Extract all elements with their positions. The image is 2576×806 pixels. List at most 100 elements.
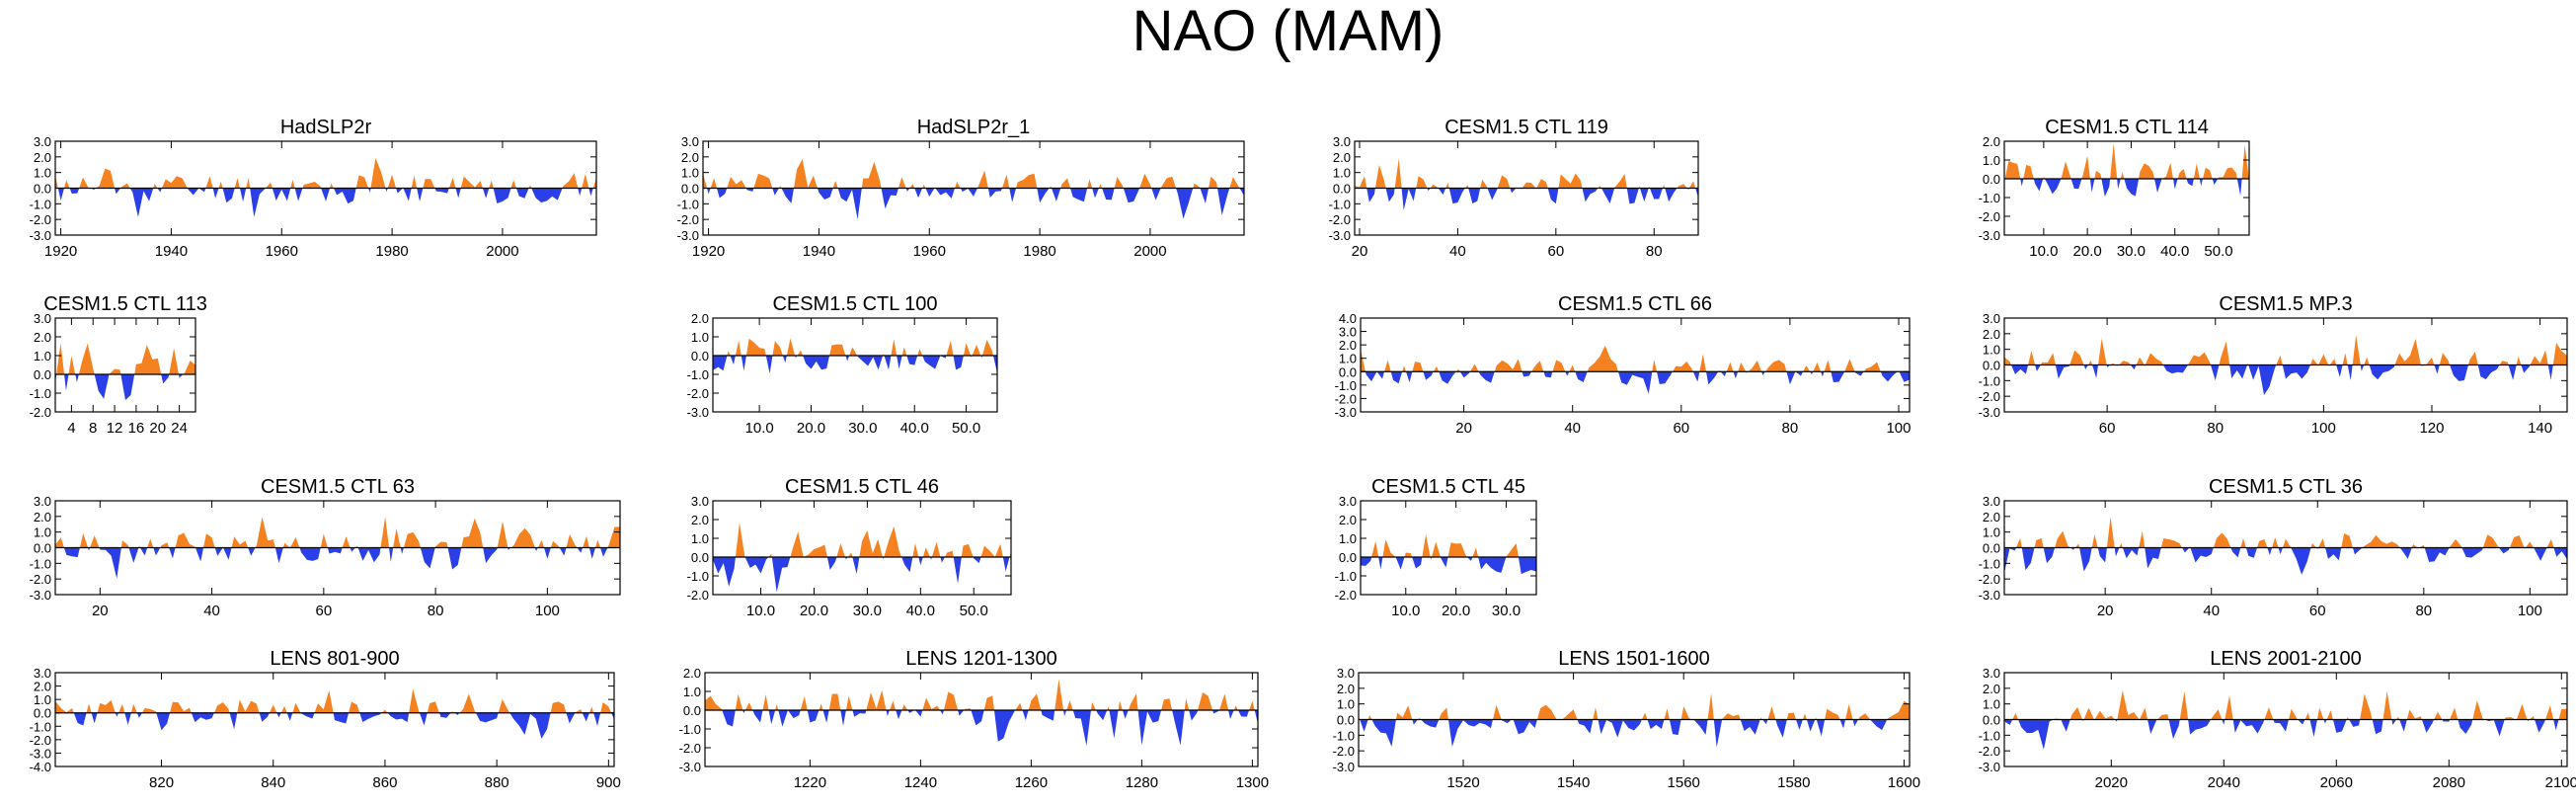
panel-title: LENS 801-900 <box>270 648 399 670</box>
y-tick-label: -3.0 <box>679 760 701 774</box>
y-tick-label: 0.0 <box>1333 182 1351 197</box>
negative-anomaly-area <box>2004 719 2559 750</box>
y-tick-label: 3.0 <box>1983 666 2000 681</box>
x-tick-label: 1960 <box>266 243 298 260</box>
y-tick-label: -2.0 <box>30 733 51 748</box>
x-tick-label: 12 <box>107 420 123 437</box>
panel: CESM1.5 CTL 63 -3.0-2.0-1.00.01.02.03.0 20… <box>30 476 621 619</box>
x-tick-label: 2000 <box>1133 243 1166 260</box>
negative-anomaly-area <box>55 374 184 401</box>
y-tick-label: -2.0 <box>1333 744 1355 759</box>
y-tick-label: 2.0 <box>1983 510 2000 524</box>
y-tick-label: 3.0 <box>681 134 699 149</box>
y-tick-label: -2.0 <box>30 212 51 227</box>
y-tick-label: -3.0 <box>687 405 709 420</box>
y-tick-label: 4.0 <box>1339 311 1357 326</box>
x-tick-label: 20.0 <box>1442 603 1470 619</box>
x-tick-label: 20.0 <box>800 603 828 619</box>
x-tick-label: 100 <box>1886 420 1911 437</box>
positive-anomaly-area <box>2012 690 2567 720</box>
x-tick-label: 1960 <box>913 243 946 260</box>
y-tick-label: 1.0 <box>34 692 51 707</box>
y-tick-label: -2.0 <box>1979 389 2000 404</box>
x-tick-label: 20.0 <box>797 420 825 437</box>
y-tick-label: 2.0 <box>681 150 699 165</box>
y-tick-label: -1.0 <box>1335 378 1357 393</box>
x-tick-label: 1940 <box>155 243 188 260</box>
plot-frame <box>54 317 196 413</box>
panel: CESM1.5 CTL 66 -3.0-2.0-1.00.01.02.03.04.… <box>1335 293 1912 437</box>
positive-anomaly-area <box>55 516 620 548</box>
x-tick-label: 40 <box>1449 243 1466 260</box>
y-tick-label: -2.0 <box>679 741 701 756</box>
x-tick-label: 1980 <box>1023 243 1055 260</box>
y-tick-label: -1.0 <box>687 569 709 584</box>
y-tick-label: 3.0 <box>1339 494 1357 509</box>
panel-title: CESM1.5 MP.3 <box>2219 293 2352 315</box>
plot-frame <box>54 672 615 767</box>
positive-anomaly-area <box>56 343 195 374</box>
x-tick-label: 30.0 <box>853 603 882 619</box>
y-tick-label: 0.0 <box>681 182 699 197</box>
x-tick-label: 100 <box>2518 603 2542 619</box>
panel-title: LENS 1201-1300 <box>905 648 1056 670</box>
y-tick-label: -2.0 <box>30 572 51 587</box>
x-tick-label: 20 <box>1352 243 1368 260</box>
x-tick-label: 840 <box>261 774 285 791</box>
negative-anomaly-area <box>1366 188 1698 210</box>
y-tick-label: 0.0 <box>1983 359 2000 373</box>
y-tick-label: 0.0 <box>1983 172 2000 187</box>
y-tick-label: -1.0 <box>1979 728 2000 743</box>
y-tick-label: 3.0 <box>1339 325 1357 340</box>
panel: CESM1.5 MP.3 -3.0-2.0-1.00.01.02.03.0 60 80… <box>1979 293 2568 437</box>
positive-anomaly-area <box>2015 517 2554 548</box>
y-tick-label: -1.0 <box>1335 569 1357 584</box>
x-tick-label: 16 <box>128 420 145 437</box>
y-tick-label: 3.0 <box>691 494 709 509</box>
panel-title: CESM1.5 CTL 36 <box>2209 476 2363 498</box>
x-tick-label: 60 <box>1673 420 1689 437</box>
y-tick-label: 1.0 <box>1339 352 1357 366</box>
x-tick-label: 40 <box>2203 603 2220 619</box>
y-tick-label: -1.0 <box>1333 728 1355 743</box>
panel: CESM1.5 CTL 100 -3.0 -2.0 -1.0 0.0 1.0 2.0 10.0… <box>687 293 998 437</box>
x-tick-label: 10.0 <box>2029 243 2058 260</box>
panel: CESM1.5 CTL 114 -3.0 -2.0 -1.0 0.0 1.0 2.0 10.0… <box>1979 117 2250 260</box>
y-tick-label: 1.0 <box>1983 525 2000 540</box>
y-tick-label: 1.0 <box>34 349 51 363</box>
x-tick-label: 1520 <box>1446 774 1479 791</box>
y-tick-label: -3.0 <box>30 588 51 603</box>
y-tick-label: 2.0 <box>1339 338 1357 353</box>
y-tick-label: 0.0 <box>1339 364 1357 379</box>
y-tick-label: -3.0 <box>1979 228 2000 243</box>
x-tick-label: 50.0 <box>960 603 988 619</box>
x-tick-label: 2020 <box>2095 774 2128 791</box>
x-tick-label: 1580 <box>1777 774 1810 791</box>
panel: CESM1.5 CTL 46 -2.0 -1.0 0.0 1.0 2.0 3.0 10.0 20… <box>687 476 1012 619</box>
panel: HadSLP2r -3.0-2.0-1.00.01.02.03.0 1920 1940… <box>30 117 597 260</box>
x-tick-label: 4 <box>67 420 75 437</box>
y-tick-label: 2.0 <box>1333 150 1351 165</box>
positive-anomaly-area <box>727 338 993 356</box>
y-tick-label: -2.0 <box>687 386 709 401</box>
positive-anomaly-area <box>55 158 596 189</box>
x-tick-label: 60 <box>315 603 332 619</box>
plot-frame <box>712 317 998 413</box>
positive-anomaly-area <box>2004 143 2249 179</box>
panel-title: CESM1.5 CTL 45 <box>1371 476 1525 498</box>
x-tick-label: 2100 <box>2545 774 2576 791</box>
panel-title: LENS 2001-2100 <box>2210 648 2361 670</box>
panel-title: CESM1.5 CTL 119 <box>1444 117 1608 138</box>
y-tick-label: 2.0 <box>1337 682 1355 696</box>
x-tick-label: 40 <box>1564 420 1581 437</box>
y-tick-label: 0.0 <box>1337 713 1355 728</box>
positive-anomaly-area <box>1359 692 1910 720</box>
x-tick-label: 900 <box>596 774 621 791</box>
plot-frame <box>712 500 1012 596</box>
x-tick-label: 80 <box>428 603 444 619</box>
y-tick-label: 1.0 <box>1983 697 2000 712</box>
y-tick-label: -1.0 <box>30 197 51 211</box>
y-tick-label: 0.0 <box>34 367 51 382</box>
x-tick-label: 100 <box>535 603 560 619</box>
y-tick-label: -2.0 <box>687 588 709 603</box>
